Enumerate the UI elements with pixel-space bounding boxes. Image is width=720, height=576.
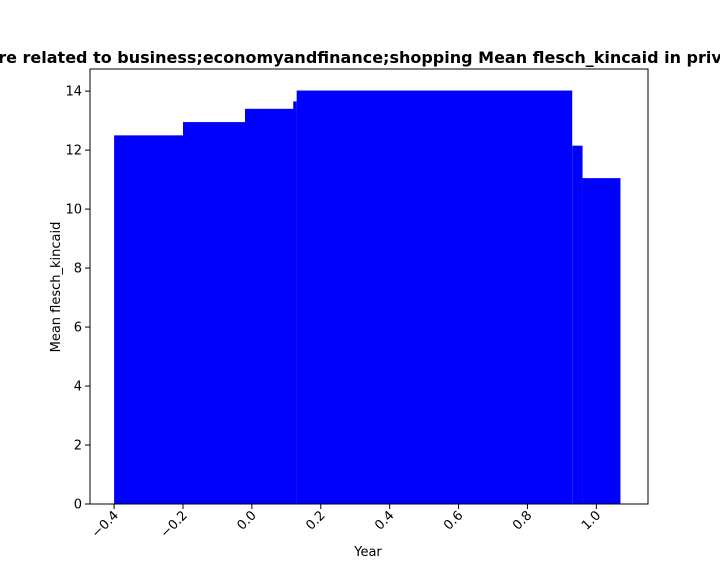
bar-6 (582, 178, 621, 504)
x-tick-label: 0.4 (372, 508, 397, 533)
x-tick-label: −0.4 (89, 508, 122, 541)
plot-frame (89, 68, 649, 505)
x-tick-label: 0.6 (441, 508, 466, 533)
x-tick-label: −0.2 (158, 508, 191, 541)
chart-title: re related to business;economyandfinance… (0, 48, 720, 67)
bar-4 (296, 90, 573, 505)
bar-0 (114, 135, 183, 504)
x-tick-label: 0.8 (510, 508, 535, 533)
y-tick-label: 14 (65, 85, 82, 100)
x-tick-label: 0.2 (303, 508, 328, 533)
y-tick-label: 8 (74, 262, 82, 277)
y-tick-label: 10 (65, 203, 82, 218)
bar-1 (183, 122, 245, 504)
x-tick-label: 0.0 (234, 508, 259, 533)
y-tick-label: 4 (74, 380, 82, 395)
x-axis-label: Year (353, 545, 382, 560)
bar-2 (245, 108, 297, 504)
bars-layer (114, 90, 621, 505)
bar-5 (572, 145, 583, 504)
y-tick-label: 0 (74, 498, 82, 513)
x-tick-label: 1.0 (579, 508, 604, 533)
x-axis-ticks: −0.4 −0.2 0.0 0.2 0.4 0.6 0.8 1.0 (89, 504, 604, 541)
y-axis-label: Mean flesch_kincaid (49, 222, 64, 353)
y-tick-label: 2 (74, 439, 82, 454)
y-tick-label: 6 (74, 321, 82, 336)
y-axis-ticks: 0 2 4 6 8 10 12 14 (65, 85, 90, 513)
y-tick-label: 12 (65, 144, 82, 159)
bar-3 (293, 101, 297, 505)
